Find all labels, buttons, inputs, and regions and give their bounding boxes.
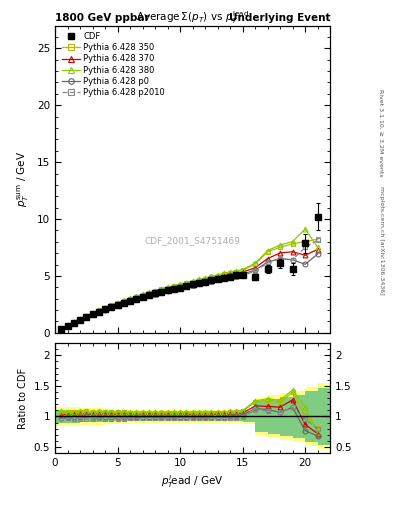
Title: Average$\,\Sigma(p_T)$ vs $p_T^{\rm lead}$: Average$\,\Sigma(p_T)$ vs $p_T^{\rm lead…	[136, 9, 249, 26]
X-axis label: $p_T^l\!$ead / GeV: $p_T^l\!$ead / GeV	[161, 474, 224, 490]
Text: mcplots.cern.ch [arXiv:1306.3436]: mcplots.cern.ch [arXiv:1306.3436]	[379, 186, 384, 295]
Text: 1800 GeV ppbar: 1800 GeV ppbar	[55, 13, 150, 23]
Text: CDF_2001_S4751469: CDF_2001_S4751469	[145, 236, 241, 245]
Y-axis label: $p_T^{\rm sum}$ / GeV: $p_T^{\rm sum}$ / GeV	[16, 151, 31, 207]
Legend: CDF, Pythia 6.428 350, Pythia 6.428 370, Pythia 6.428 380, Pythia 6.428 p0, Pyth: CDF, Pythia 6.428 350, Pythia 6.428 370,…	[59, 30, 167, 99]
Text: Underlying Event: Underlying Event	[229, 13, 330, 23]
Text: Rivet 3.1.10, ≥ 3.2M events: Rivet 3.1.10, ≥ 3.2M events	[379, 89, 384, 177]
Y-axis label: Ratio to CDF: Ratio to CDF	[18, 368, 28, 429]
